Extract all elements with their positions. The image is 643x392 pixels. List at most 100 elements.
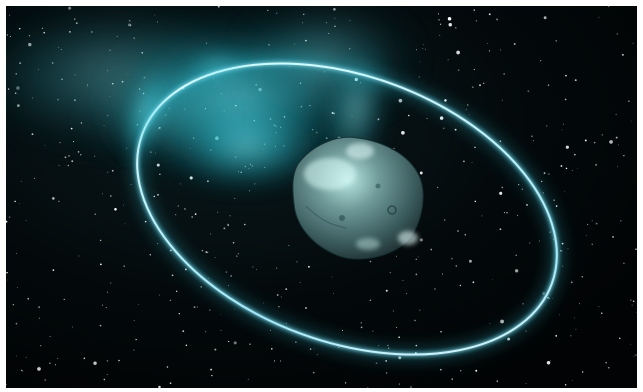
star: [439, 35, 441, 37]
star: [130, 184, 132, 185]
star: [617, 144, 619, 146]
star: [157, 194, 159, 196]
star: [182, 330, 185, 332]
star: [620, 220, 622, 222]
star: [437, 13, 440, 15]
star: [267, 9, 269, 12]
star: [570, 281, 573, 284]
star: [586, 234, 588, 236]
star: [40, 344, 42, 347]
star: [595, 222, 598, 225]
star: [270, 348, 273, 350]
star: [110, 195, 112, 197]
star: [540, 60, 542, 62]
star: [547, 84, 550, 86]
star: [210, 233, 211, 235]
star: [474, 146, 476, 149]
star: [571, 170, 573, 171]
star: [526, 203, 528, 206]
star: [395, 326, 397, 328]
star: [555, 205, 558, 207]
star: [58, 165, 60, 166]
star: [305, 307, 307, 309]
star: [529, 242, 531, 244]
star: [467, 104, 469, 106]
star: [333, 293, 334, 295]
star: [210, 368, 213, 371]
star: [395, 255, 398, 257]
star: [111, 169, 114, 172]
star: [234, 308, 236, 310]
star: [312, 371, 315, 374]
star: [616, 33, 618, 35]
star: [252, 266, 254, 268]
star: [419, 238, 423, 242]
star: [133, 349, 135, 351]
star: [561, 242, 564, 245]
star: [25, 219, 27, 221]
star: [500, 49, 502, 51]
star: [16, 287, 18, 288]
star: [49, 335, 51, 337]
star: [630, 343, 632, 345]
star: [419, 61, 421, 63]
star: [185, 344, 188, 347]
star: [443, 127, 445, 129]
star: [488, 13, 491, 16]
star: [44, 144, 46, 146]
star: [438, 18, 440, 21]
star: [99, 324, 102, 327]
star: [416, 49, 417, 51]
star: [237, 253, 239, 255]
star: [455, 265, 457, 267]
star: [331, 276, 333, 278]
star: [608, 6, 610, 8]
star: [20, 181, 22, 182]
star: [440, 368, 442, 371]
star: [118, 359, 120, 362]
star: [622, 54, 624, 56]
star: [385, 289, 388, 292]
star: [418, 76, 420, 78]
star: [94, 155, 96, 157]
star: [513, 43, 516, 45]
star: [584, 139, 587, 142]
star: [249, 343, 251, 345]
star: [6, 220, 8, 223]
star: [636, 311, 637, 313]
star: [344, 382, 347, 384]
star: [496, 18, 499, 21]
star: [475, 369, 478, 372]
star: [169, 382, 172, 384]
star: [38, 306, 40, 308]
ring-glow: [119, 48, 251, 164]
star: [414, 319, 416, 322]
star: [402, 280, 404, 282]
star: [632, 42, 634, 44]
star: [38, 317, 41, 319]
star: [503, 73, 505, 75]
star: [106, 291, 108, 293]
star: [44, 379, 46, 381]
star: [475, 20, 477, 22]
star: [19, 203, 20, 205]
star: [191, 216, 193, 218]
star: [451, 257, 453, 260]
star: [572, 379, 573, 381]
star: [233, 341, 237, 345]
star: [106, 360, 109, 362]
star: [232, 242, 235, 244]
star: [360, 326, 363, 329]
space-illustration: [6, 6, 637, 388]
star: [518, 184, 520, 186]
star: [615, 136, 618, 139]
star: [299, 282, 301, 283]
star: [273, 360, 276, 362]
star: [630, 120, 632, 122]
star: [106, 374, 108, 375]
star: [285, 288, 288, 290]
star: [500, 319, 504, 324]
star: [124, 223, 126, 225]
star: [276, 267, 278, 269]
star: [574, 153, 576, 156]
